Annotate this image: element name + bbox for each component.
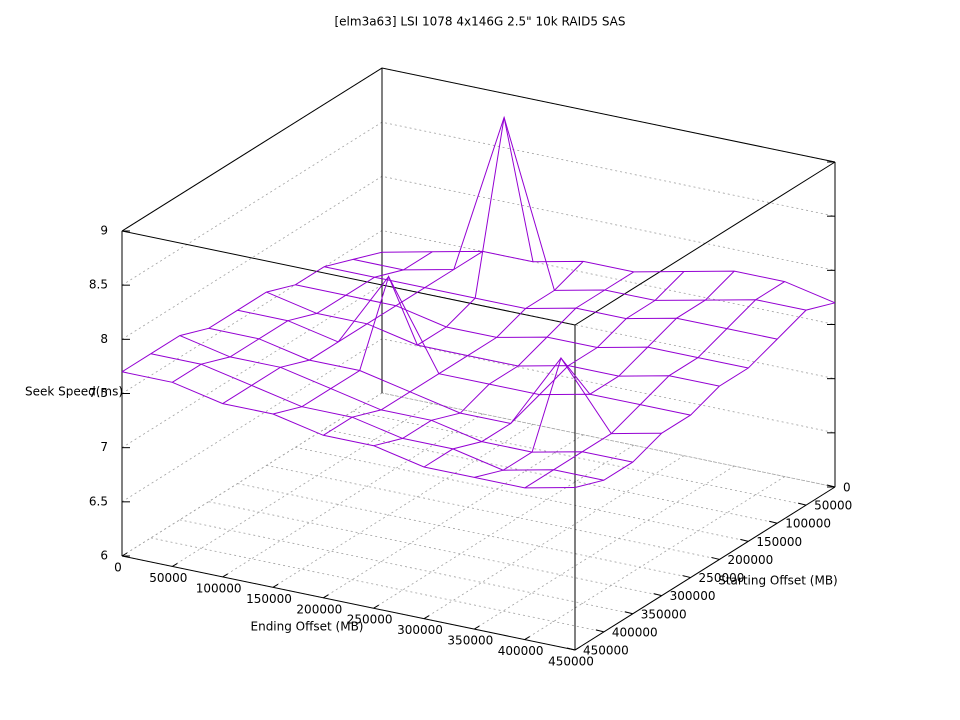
x-tick — [323, 594, 329, 599]
z-tick-label: 9 — [100, 224, 108, 238]
y-tick — [595, 629, 605, 633]
x-tick-label: 400000 — [498, 644, 544, 658]
grid-line — [323, 434, 584, 599]
grid-line — [295, 446, 749, 542]
y-tick — [769, 520, 778, 524]
surface-row — [121, 371, 576, 489]
x-tick-label: 200000 — [296, 602, 342, 616]
x-tick — [524, 636, 530, 640]
x-tick-label: 350000 — [447, 634, 493, 648]
surface-column — [574, 302, 836, 488]
x-axis-label: Ending Offset (MB) — [251, 620, 364, 634]
surface-row — [352, 115, 807, 311]
y-tick-label: 350000 — [641, 607, 687, 621]
surface-row — [150, 353, 605, 481]
y-tick-label: 400000 — [612, 625, 658, 639]
surface-row — [266, 291, 720, 387]
surface-row — [179, 335, 633, 463]
x-tick-label: 300000 — [397, 623, 443, 637]
x-tick — [222, 573, 228, 578]
box-edge — [121, 161, 836, 326]
grid-line — [208, 501, 662, 597]
y-tick-label: 450000 — [583, 644, 629, 658]
surface-row — [237, 275, 691, 416]
z-tick-label: 8 — [100, 332, 108, 346]
grid-line — [222, 413, 483, 578]
y-tick-label: 200000 — [727, 553, 773, 567]
grid-line — [272, 423, 534, 588]
z-tick-label: 7.5 — [89, 386, 108, 400]
z-tick-label: 6.5 — [89, 494, 108, 508]
x-tick-label: 50000 — [149, 571, 187, 585]
y-tick — [797, 502, 807, 506]
grid-line — [423, 455, 685, 620]
surface-column — [323, 261, 584, 436]
grid-line — [324, 428, 778, 524]
y-tick — [566, 647, 576, 651]
y-tick — [682, 575, 691, 579]
chart-title: [elm3a63] LSI 1078 4x146G 2.5" 10k RAID5… — [334, 15, 625, 29]
box-edge — [121, 67, 836, 232]
y-tick-label: 50000 — [814, 499, 852, 513]
y-tick — [711, 556, 720, 560]
grid-line — [373, 444, 634, 609]
y-tick — [826, 484, 836, 488]
surface-column — [524, 281, 785, 489]
x-tick — [272, 583, 279, 588]
y-tick-label: 300000 — [670, 589, 716, 603]
grid-line — [474, 465, 735, 630]
y-tick-label: 150000 — [756, 535, 802, 549]
surface-row — [208, 327, 662, 435]
y-tick — [624, 611, 633, 615]
y-axis-label: Starting Offset (MB) — [718, 574, 838, 588]
grid-line — [381, 392, 836, 488]
surface-column — [172, 251, 433, 383]
y-tick-label: 100000 — [785, 517, 831, 531]
surface-row — [295, 284, 749, 369]
z-tick-label: 6 — [100, 549, 108, 563]
surface-row — [324, 266, 778, 340]
surface-column — [474, 270, 735, 478]
y-tick-label: 250000 — [699, 571, 745, 585]
x-tick-label: 250000 — [347, 613, 393, 627]
surface-column — [222, 250, 483, 405]
surface-column — [121, 251, 383, 373]
x-tick-label: 450000 — [548, 655, 594, 669]
grid-line — [179, 519, 633, 615]
surface-row — [381, 250, 836, 304]
x-tick — [373, 604, 379, 609]
grid-line — [150, 537, 604, 633]
x-tick — [423, 615, 430, 620]
x-tick — [121, 552, 128, 557]
x-tick — [574, 646, 581, 651]
y-tick — [740, 538, 749, 542]
x-tick-label: 150000 — [246, 592, 292, 606]
grid-line — [172, 403, 433, 567]
surface-column — [272, 117, 534, 415]
x-tick — [474, 625, 480, 630]
x-tick-label: 0 — [114, 561, 122, 575]
x-tick — [172, 563, 178, 567]
grid-line — [524, 476, 785, 640]
grid-line — [237, 483, 691, 578]
x-tick-label: 100000 — [196, 581, 242, 595]
y-tick-label: 0 — [843, 481, 851, 495]
y-tick — [653, 593, 662, 597]
z-tick-label: 8.5 — [89, 278, 108, 292]
z-tick-label: 7 — [100, 440, 108, 454]
z-axis-label: Seek Speed(ms) — [25, 385, 123, 399]
grid-line — [353, 410, 807, 506]
surface-column — [373, 271, 634, 447]
grid-line — [266, 465, 720, 560]
